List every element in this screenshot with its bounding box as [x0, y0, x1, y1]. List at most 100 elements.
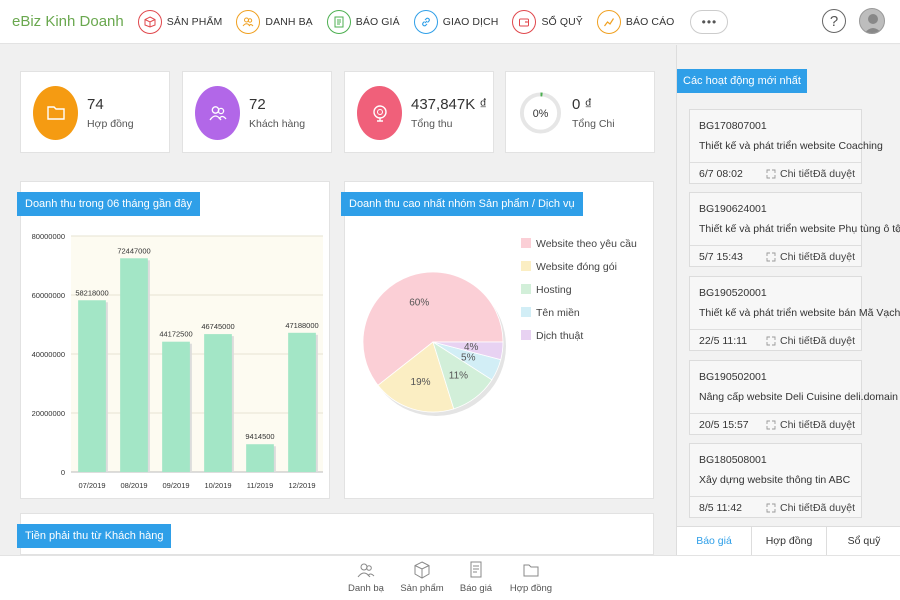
expand-icon	[766, 420, 776, 430]
nav-label-quotes: BÁO GIÁ	[355, 15, 400, 28]
bottom-nav-label: Hợp đồng	[509, 583, 553, 594]
activity-detail-link[interactable]: Chi tiết	[766, 419, 813, 431]
bar-value-label: 44172500	[159, 330, 192, 339]
pie-slice	[362, 271, 504, 386]
revenue-panel-title: Doanh thu trong 06 tháng gần đây	[17, 192, 200, 216]
help-icon[interactable]: ?	[822, 9, 846, 33]
revenue-bar-chart: 0 20000000 40000000 60000000 80000000 5821800…	[32, 232, 323, 490]
activity-status: Đã duyệt	[812, 168, 855, 180]
stat-value: 437,847K ₫	[411, 96, 488, 113]
wallet-icon	[512, 9, 537, 34]
top-products-panel-title: Doanh thu cao nhất nhóm Sản phẩm / Dịch …	[341, 192, 583, 216]
y-tick-label: 0	[61, 468, 65, 477]
activity-detail-link[interactable]: Chi tiết	[766, 168, 813, 180]
activity-desc: Thiết kế và phát triển website Phụ tùng …	[699, 223, 900, 235]
tab-cashbook[interactable]: Sổ quỹ	[847, 535, 881, 547]
activity-code: BG180508001	[699, 454, 767, 466]
activity-detail-label: Chi tiết	[780, 168, 813, 180]
stat-card-income[interactable]: 437,847K ₫ Tổng thu	[344, 71, 494, 153]
top-nav-bar: eBiz Kinh Doanh SẢN PHẨM DANH BẠ BÁO GIÁ…	[0, 0, 900, 44]
nav-item-quotes[interactable]: BÁO GIÁ	[326, 9, 400, 34]
nav-item-contacts[interactable]: DANH BẠ	[236, 9, 313, 34]
activity-item[interactable]: BG190502001 Nâng cấp website Deli Cuisin…	[689, 360, 898, 435]
nav-label-reports: BÁO CÁO	[625, 15, 675, 28]
nav-label-transactions: GIAO DỊCH	[442, 15, 499, 28]
bar-value-label: 9414500	[245, 432, 274, 441]
bar-value-label: 46745000	[201, 322, 234, 331]
activity-date: 5/7 15:43	[699, 251, 743, 263]
tab-quotes[interactable]: Báo giá	[677, 527, 752, 555]
legend-swatch	[521, 330, 531, 340]
bottom-nav-label: Danh bạ	[348, 583, 384, 594]
stat-label: Tổng thu	[411, 118, 453, 130]
nav-item-cashbook[interactable]: SỔ QUỸ	[512, 9, 583, 34]
app-brand[interactable]: eBiz Kinh Doanh	[12, 13, 124, 30]
report-icon	[596, 9, 621, 34]
y-tick-label: 40000000	[32, 350, 65, 359]
quote-icon	[470, 561, 482, 578]
activity-status: Đã duyệt	[812, 502, 855, 514]
revenue-chart-panel: Doanh thu trong 06 tháng gần đây 0 200000…	[17, 181, 330, 499]
stat-label: Hợp đồng	[87, 118, 134, 130]
x-tick-label: 10/2019	[204, 481, 231, 490]
stat-card-customers[interactable]: 72 Khách hàng	[182, 71, 332, 153]
progress-ring-icon: 0%	[518, 86, 563, 140]
activity-detail-link[interactable]: Chi tiết	[766, 335, 813, 347]
stat-card-contracts[interactable]: 74 Hợp đồng	[20, 71, 170, 153]
avatar[interactable]	[859, 8, 885, 34]
bar	[246, 444, 274, 472]
bottom-nav-contracts[interactable]: Hợp đồng	[506, 560, 556, 594]
legend-swatch	[521, 284, 531, 294]
x-tick-label: 12/2019	[288, 481, 315, 490]
bottom-nav-bar: Danh bạ Sản phẩm Báo giá Hợp đồng	[0, 555, 900, 600]
bar	[120, 258, 148, 472]
folder-icon	[33, 86, 78, 140]
legend-label: Website theo yêu cầu	[536, 238, 637, 250]
y-tick-label: 20000000	[32, 409, 65, 418]
stat-card-expense[interactable]: 0% 0 ₫ Tổng Chi	[505, 71, 655, 153]
bar-value-label: 47188000	[285, 321, 318, 330]
activity-code: BG170807001	[699, 120, 767, 132]
nav-label-cashbook: SỔ QUỸ	[541, 15, 583, 28]
activity-date: 6/7 08:02	[699, 168, 743, 180]
activity-desc: Xây dựng website thông tin ABC	[699, 474, 851, 486]
expense-percent: 0%	[533, 108, 549, 120]
bar	[78, 300, 106, 472]
activity-detail-label: Chi tiết	[780, 419, 813, 431]
activity-item[interactable]: BG170807001 Thiết kế và phát triển websi…	[689, 109, 883, 184]
box-icon	[137, 9, 162, 34]
nav-item-products[interactable]: SẢN PHẨM	[137, 9, 223, 34]
activity-status: Đã duyệt	[812, 251, 855, 263]
chevron-left-icon[interactable]: ‹	[896, 225, 900, 236]
bar	[162, 341, 190, 472]
activity-item[interactable]: BG180508001 Xây dựng website thông tin A…	[689, 443, 862, 518]
box-icon	[414, 561, 430, 579]
activity-sidebar: Các hoạt động mới nhất ‹ BG170807001 Thi…	[676, 45, 900, 555]
bottom-nav-label: Sản phẩm	[400, 583, 444, 594]
nav-item-transactions[interactable]: GIAO DỊCH	[413, 9, 499, 34]
folder-icon	[523, 564, 539, 577]
nav-item-reports[interactable]: BÁO CÁO	[596, 9, 675, 34]
tab-contracts[interactable]: Hợp đồng	[752, 527, 827, 555]
bar-value-label: 72447000	[117, 246, 150, 255]
activity-detail-link[interactable]: Chi tiết	[766, 502, 813, 514]
activity-item[interactable]: BG190624001 Thiết kế và phát triển websi…	[689, 192, 900, 267]
bottom-nav-products[interactable]: Sản phẩm	[397, 560, 447, 594]
expand-icon	[766, 336, 776, 346]
activity-code: BG190624001	[699, 203, 767, 215]
bottom-nav-quotes[interactable]: Báo giá	[451, 560, 501, 594]
more-button[interactable]: •••	[690, 9, 729, 34]
activity-item[interactable]: BG190520001 Thiết kế và phát triển websi…	[689, 276, 900, 351]
activity-detail-label: Chi tiết	[780, 251, 813, 263]
divider	[690, 162, 861, 163]
activity-tabs: Báo giá Hợp đồng Sổ quỹ	[677, 526, 900, 555]
divider	[690, 245, 861, 246]
bottom-nav-contacts[interactable]: Danh bạ	[341, 560, 391, 594]
activity-desc: Thiết kế và phát triển website bán Mã Vạ…	[699, 307, 900, 319]
bar	[204, 334, 232, 472]
activity-date: 22/5 11:11	[699, 335, 748, 347]
activity-detail-link[interactable]: Chi tiết	[766, 251, 813, 263]
receivables-panel-title: Tiền phải thu từ Khách hàng	[17, 524, 172, 548]
divider	[690, 496, 861, 497]
link-icon	[413, 9, 438, 34]
